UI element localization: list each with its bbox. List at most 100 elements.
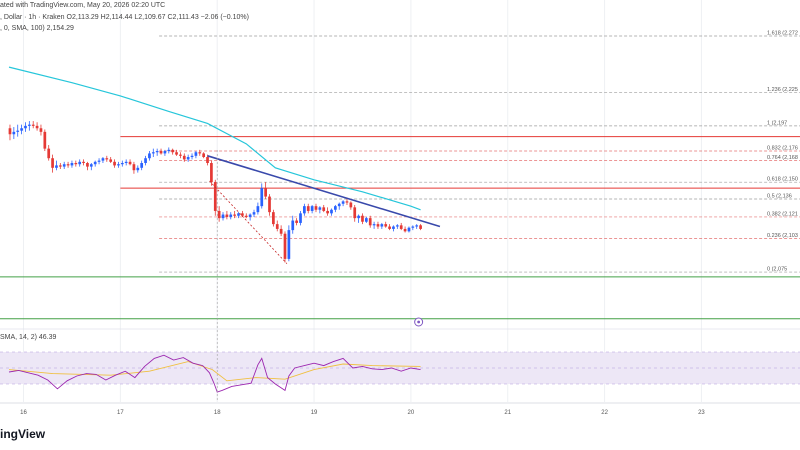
candle-body	[345, 201, 349, 203]
candle-down	[82, 159, 85, 166]
fib-level-label: 0.5 (2,136	[767, 193, 792, 199]
candle-body	[128, 161, 132, 165]
candle-up	[97, 158, 101, 165]
candle-body	[93, 161, 97, 165]
candle-body	[399, 225, 403, 229]
candle-body	[210, 163, 213, 183]
bearish-trendline	[207, 155, 441, 228]
candle-up	[411, 225, 415, 231]
candle-up	[330, 208, 333, 216]
candle-body	[78, 161, 82, 165]
candle-up	[415, 224, 419, 229]
candle-up	[252, 209, 256, 217]
x-tick-label: 18	[214, 410, 221, 416]
candle-down	[35, 122, 39, 131]
candle-body	[411, 226, 415, 228]
candle-up	[93, 160, 97, 167]
sma-legend: , 0, SMA, 100) 2,154.29	[0, 25, 74, 32]
candle-body	[97, 160, 101, 162]
candle-body	[62, 164, 66, 167]
brand-logo: ingView	[0, 427, 46, 441]
candle-body	[144, 158, 147, 164]
candle-up	[136, 165, 140, 173]
candle-up	[155, 148, 159, 156]
candle-body	[43, 131, 47, 149]
event-icon-dot	[417, 320, 421, 324]
candle-body	[368, 218, 372, 226]
candle-up	[117, 161, 120, 168]
candle-body	[217, 210, 221, 219]
candle-body	[291, 220, 295, 231]
candle-down	[353, 204, 357, 222]
candlesticks	[8, 121, 422, 263]
candle-down	[225, 210, 229, 220]
candle-body	[132, 164, 136, 171]
candle-up	[12, 127, 16, 140]
candle-up	[357, 214, 360, 223]
candle-up	[318, 206, 322, 214]
candle-body	[198, 152, 202, 154]
candle-down	[58, 163, 62, 170]
candle-body	[171, 149, 175, 153]
candle-down	[171, 148, 175, 155]
swing-dotted-line	[209, 180, 288, 264]
candle-down	[105, 155, 109, 162]
candle-up	[237, 212, 240, 219]
candle-body	[35, 125, 39, 129]
candle-body	[310, 206, 314, 211]
x-tick-label: 19	[311, 410, 318, 416]
candle-down	[182, 153, 186, 162]
candle-body	[109, 159, 113, 162]
candle-up	[303, 203, 306, 216]
drawings	[207, 150, 441, 402]
candle-body	[175, 152, 178, 155]
candle-body	[353, 207, 357, 219]
candle-down	[268, 194, 271, 216]
chart-icons	[414, 317, 424, 327]
candle-up	[151, 148, 155, 158]
candle-down	[384, 221, 388, 228]
candle-body	[395, 225, 399, 227]
candle-down	[66, 161, 70, 168]
candle-down	[279, 225, 283, 237]
candle-up	[287, 225, 291, 262]
candle-down	[399, 222, 403, 231]
candle-up	[310, 204, 314, 214]
candle-down	[306, 203, 310, 214]
candle-body	[337, 203, 341, 207]
candle-body	[403, 228, 407, 232]
candle-body	[101, 158, 105, 161]
candle-up	[62, 161, 66, 170]
candle-body	[334, 206, 337, 210]
fib-level-label: 0.382 (2,121	[767, 211, 798, 217]
candle-body	[376, 224, 380, 227]
candle-up	[221, 212, 225, 221]
candle-up	[144, 155, 147, 166]
candle-body	[287, 230, 291, 259]
candle-body	[213, 182, 217, 211]
candle-body	[89, 164, 93, 167]
x-tick-label: 21	[504, 410, 511, 416]
candle-down	[213, 179, 217, 216]
candle-body	[318, 207, 322, 210]
candle-down	[275, 220, 279, 232]
candle-body	[8, 128, 12, 135]
candle-body	[233, 214, 236, 216]
fib-level-label: 1.618 (2,272	[767, 30, 798, 36]
rsi-line	[8, 354, 421, 393]
candle-down	[202, 152, 206, 159]
candle-up	[248, 213, 252, 221]
candle-body	[244, 215, 248, 217]
candle-body	[357, 215, 360, 219]
candle-body	[364, 218, 368, 222]
candle-body	[105, 158, 109, 160]
x-tick-label: 16	[20, 410, 27, 416]
candle-up	[372, 221, 376, 229]
candle-up	[334, 204, 337, 213]
candle-body	[380, 224, 384, 227]
candle-up	[364, 216, 368, 223]
candle-up	[337, 202, 341, 210]
fib-level-label: 0.236 (2,103	[767, 233, 798, 239]
candle-body	[314, 206, 318, 210]
candle-down	[361, 213, 364, 225]
